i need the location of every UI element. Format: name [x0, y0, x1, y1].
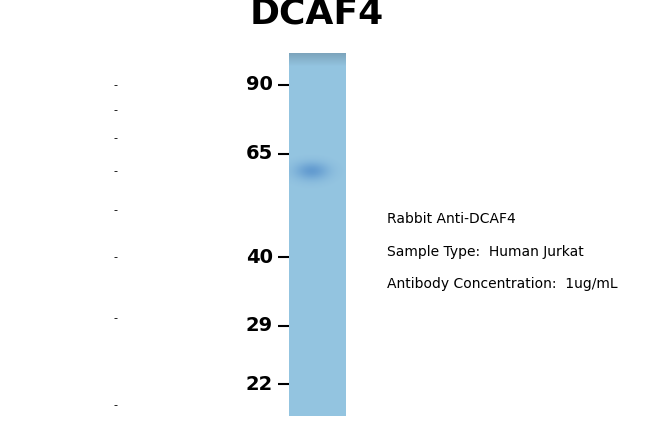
Text: 40: 40 — [246, 248, 273, 267]
Text: 29: 29 — [246, 316, 273, 335]
Text: Antibody Concentration:  1ug/mL: Antibody Concentration: 1ug/mL — [387, 278, 618, 291]
Text: Sample Type:  Human Jurkat: Sample Type: Human Jurkat — [387, 245, 584, 259]
Text: 90: 90 — [246, 75, 273, 94]
Text: 65: 65 — [246, 145, 273, 164]
Text: Rabbit Anti-DCAF4: Rabbit Anti-DCAF4 — [387, 212, 516, 226]
Text: 22: 22 — [246, 375, 273, 394]
Text: DCAF4: DCAF4 — [250, 0, 384, 30]
